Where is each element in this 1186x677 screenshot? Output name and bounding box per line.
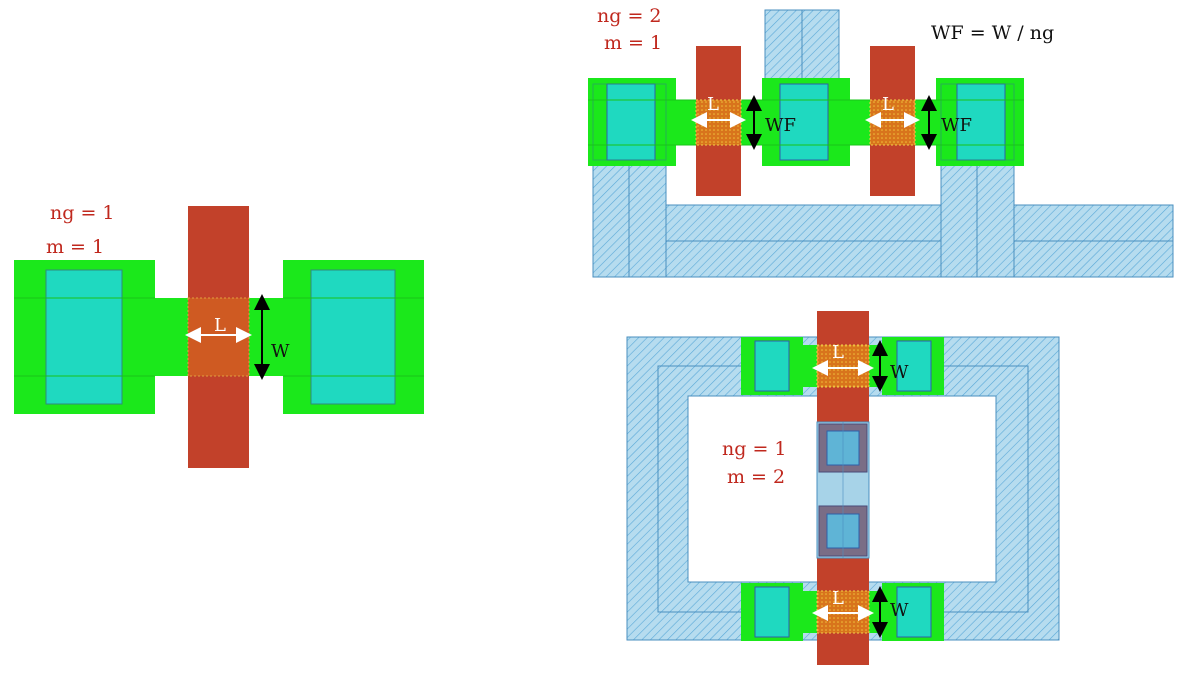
ng-label: ng = 1 [50, 202, 115, 224]
length-label-right: L [882, 94, 894, 115]
m-label: m = 1 [46, 236, 104, 258]
width-label-left: WF [765, 115, 796, 136]
m-label: m = 1 [604, 32, 662, 54]
top-left-contact [754, 340, 790, 392]
bottom-left-contact [754, 586, 790, 638]
length-label: L [214, 315, 226, 336]
top-right-contact [896, 340, 932, 392]
width-label-top: W [890, 362, 909, 383]
length-label-top: L [832, 342, 844, 363]
ng-label: ng = 1 [722, 438, 787, 460]
finger-width-formula: WF = W / ng [931, 22, 1054, 44]
length-label-left: L [707, 94, 719, 115]
bottom-right-contact [896, 586, 932, 638]
right-contact [956, 83, 1006, 161]
source-contact [45, 269, 123, 405]
width-label-bottom: W [890, 600, 909, 621]
m-label: m = 2 [727, 466, 785, 488]
drain-contact [310, 269, 396, 405]
layout-multiplier: L W L W ng = 1 m = 2 [626, 311, 1060, 665]
center-contact [779, 83, 829, 161]
width-label-right: WF [941, 115, 972, 136]
gate-channel [187, 297, 250, 377]
layout-multi-finger: L WF L WF ng = 2 m = 1 WF = W / ng [588, 5, 1174, 278]
length-label-bottom: L [832, 588, 844, 609]
ng-label: ng = 2 [597, 5, 662, 27]
left-contact [606, 83, 656, 161]
width-label: W [271, 341, 290, 362]
layout-single-gate: L W ng = 1 m = 1 [14, 202, 424, 468]
